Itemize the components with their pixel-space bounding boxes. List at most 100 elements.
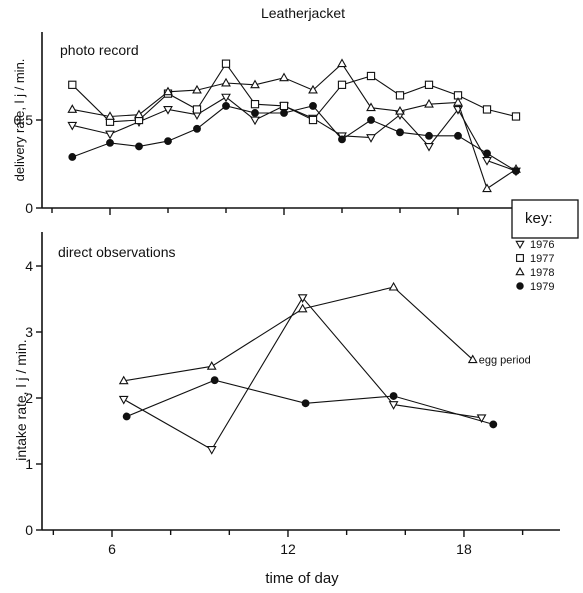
bottom-point-1979 bbox=[389, 392, 398, 400]
legend-title: key: bbox=[525, 210, 553, 227]
legend-marker-1976 bbox=[515, 240, 525, 250]
top-point-1976 bbox=[67, 121, 78, 131]
top-y-tick-label: 0.5 bbox=[14, 112, 34, 128]
bottom-panel-label: direct observations bbox=[58, 244, 176, 260]
bottom-y-tick-label: 2 bbox=[25, 390, 33, 406]
bottom-point-1976 bbox=[118, 395, 129, 405]
top-series-line-1979 bbox=[72, 105, 517, 172]
top-point-1979 bbox=[483, 149, 491, 158]
top-point-1978 bbox=[453, 97, 463, 106]
bottom-series-line-1979 bbox=[126, 379, 494, 425]
top-point-1979 bbox=[338, 135, 346, 144]
top-point-1978 bbox=[67, 104, 78, 113]
bottom-point-1979 bbox=[122, 412, 131, 421]
legend-label-1979: 1979 bbox=[530, 281, 554, 293]
top-point-1979 bbox=[164, 137, 172, 146]
bottom-y-tick-label: 4 bbox=[25, 258, 33, 274]
top-point-1977 bbox=[337, 80, 347, 89]
top-y-axis-label: delivery rate, l j / min. bbox=[12, 59, 27, 182]
top-point-1976 bbox=[482, 157, 492, 166]
top-point-1976 bbox=[366, 134, 376, 143]
bottom-point-1978 bbox=[118, 375, 129, 385]
bottom-point-1979 bbox=[301, 399, 310, 408]
top-point-1978 bbox=[105, 111, 115, 120]
top-point-1977 bbox=[424, 80, 434, 89]
top-point-1979 bbox=[280, 109, 288, 117]
top-point-1978 bbox=[366, 102, 376, 112]
top-point-1977 bbox=[308, 115, 318, 125]
legend-box bbox=[511, 199, 579, 239]
legend-label-1977: 1977 bbox=[530, 253, 554, 265]
top-series-line-1978 bbox=[72, 62, 517, 190]
bottom-x-tick-label: 18 bbox=[456, 541, 472, 557]
top-point-1979 bbox=[251, 109, 259, 117]
bottom-series-line-1978 bbox=[123, 286, 474, 382]
legend-marker-1978 bbox=[515, 266, 525, 276]
top-point-1977 bbox=[482, 105, 492, 114]
top-point-1978 bbox=[308, 84, 318, 94]
top-point-1977 bbox=[395, 91, 405, 100]
bottom-y-tick-label: 3 bbox=[25, 324, 33, 340]
figure-title: Leatherjacket bbox=[261, 5, 345, 21]
legend-label-1976: 1976 bbox=[530, 239, 554, 251]
bottom-y-axis-label: intake rate, l j / min. bbox=[13, 339, 29, 460]
top-series-line-1976 bbox=[72, 96, 517, 172]
top-point-1977 bbox=[250, 100, 260, 109]
top-series-line-1977 bbox=[71, 62, 517, 123]
bottom-point-1976 bbox=[206, 446, 217, 455]
bottom-point-1976 bbox=[297, 294, 308, 303]
top-point-1976 bbox=[163, 106, 173, 115]
top-point-1978 bbox=[250, 79, 260, 89]
top-point-1978 bbox=[337, 58, 347, 68]
top-panel-label: photo record bbox=[60, 42, 139, 58]
bottom-point-1978 bbox=[206, 361, 217, 370]
legend: key: 1976 1977 1978 1979 bbox=[511, 199, 579, 293]
top-point-1979 bbox=[106, 138, 114, 147]
top-point-1979 bbox=[425, 131, 433, 140]
bottom-point-1976 bbox=[388, 401, 399, 410]
top-point-1976 bbox=[250, 116, 260, 126]
bottom-point-1978 bbox=[467, 354, 478, 364]
bottom-point-1978 bbox=[297, 303, 308, 313]
top-point-1979 bbox=[193, 124, 201, 133]
top-y-tick-label: 0 bbox=[25, 200, 33, 216]
top-point-1979 bbox=[396, 128, 404, 137]
top-point-1979 bbox=[309, 102, 317, 110]
top-point-1976 bbox=[105, 130, 115, 140]
bottom-point-1978 bbox=[388, 281, 399, 291]
top-point-1978 bbox=[424, 98, 434, 108]
top-point-1977 bbox=[221, 59, 231, 68]
bottom-point-1979 bbox=[210, 376, 219, 385]
top-point-1978 bbox=[395, 105, 405, 115]
egg-period-annotation: egg period bbox=[479, 355, 531, 367]
bottom-y-tick-label: 1 bbox=[25, 456, 33, 472]
bottom-point-1979 bbox=[489, 420, 498, 429]
top-point-1978 bbox=[482, 183, 492, 193]
top-point-1978 bbox=[134, 109, 144, 119]
top-point-1979 bbox=[222, 102, 230, 110]
top-point-1978 bbox=[221, 77, 231, 87]
bottom-x-tick-label: 6 bbox=[108, 541, 116, 557]
legend-marker-1977 bbox=[516, 254, 524, 262]
legend-label-1978: 1978 bbox=[530, 267, 554, 279]
bottom-y-tick-label: 0 bbox=[25, 522, 33, 538]
legend-marker-1979 bbox=[516, 282, 524, 290]
bottom-x-tick-label: 12 bbox=[280, 541, 296, 557]
bottom-point-1976 bbox=[476, 414, 487, 424]
top-point-1978 bbox=[163, 86, 173, 96]
top-point-1979 bbox=[512, 167, 520, 175]
top-point-1979 bbox=[367, 116, 375, 124]
top-point-1979 bbox=[454, 131, 462, 140]
direct-observations-panel: direct observations intake rate, l j / m… bbox=[13, 232, 560, 587]
bottom-x-axis-label: time of day bbox=[265, 570, 339, 587]
top-point-1977 bbox=[192, 105, 202, 114]
photo-record-panel: photo record delivery rate, l j / min. 0… bbox=[12, 32, 521, 216]
top-point-1977 bbox=[68, 80, 77, 89]
top-point-1979 bbox=[68, 153, 77, 161]
top-point-1977 bbox=[279, 101, 289, 111]
bottom-series-line-1976 bbox=[123, 296, 482, 451]
top-point-1978 bbox=[279, 72, 289, 82]
top-point-1977 bbox=[511, 112, 521, 121]
top-point-1979 bbox=[135, 142, 143, 151]
